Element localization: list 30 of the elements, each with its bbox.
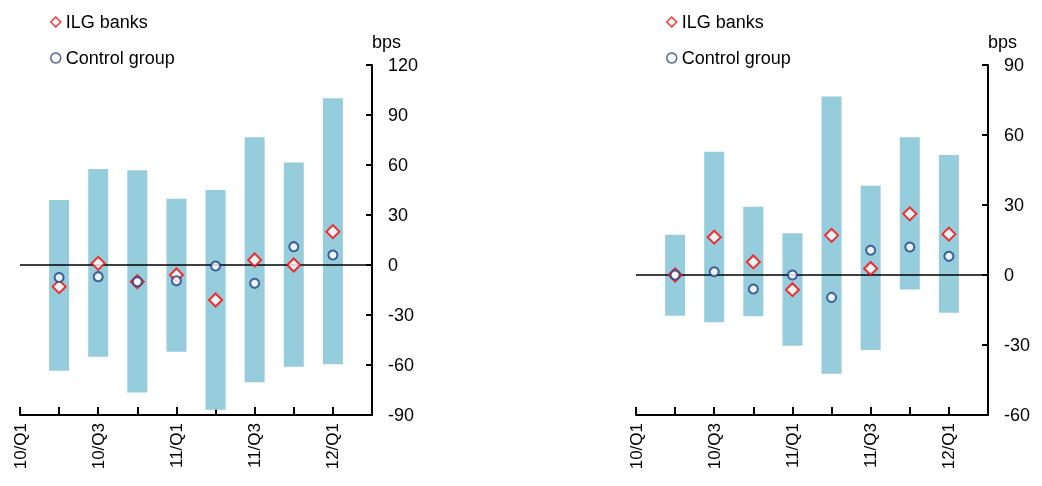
x-tick-label: 10/Q1 bbox=[10, 423, 30, 470]
x-tick-label: 12/Q1 bbox=[323, 423, 343, 470]
x-tick-label: 11/Q3 bbox=[245, 423, 265, 469]
y-tick-label: 60 bbox=[1004, 125, 1025, 145]
y-tick-label: 30 bbox=[388, 205, 409, 225]
x-tick-label: 11/Q1 bbox=[166, 423, 186, 469]
y-tick-label: -90 bbox=[388, 405, 415, 425]
x-tick-label: 12/Q1 bbox=[939, 423, 959, 470]
y-tick-label: -30 bbox=[1004, 335, 1031, 355]
y-tick-label: 90 bbox=[388, 105, 409, 125]
y-tick-label: 90 bbox=[1004, 55, 1025, 75]
y-tick-label: 60 bbox=[388, 155, 409, 175]
y-tick-label: 0 bbox=[1004, 265, 1015, 285]
y-tick-label: 120 bbox=[388, 55, 419, 75]
x-tick-label: 11/Q1 bbox=[782, 423, 802, 469]
x-tick-label: 11/Q3 bbox=[861, 423, 881, 469]
legend-label: Control group bbox=[65, 48, 175, 68]
y-tick-label: 0 bbox=[388, 255, 399, 275]
y-tick-label: -30 bbox=[388, 305, 415, 325]
legend-label: Control group bbox=[681, 48, 791, 68]
legend-label: ILG banks bbox=[681, 12, 764, 32]
y-tick-label: -60 bbox=[1004, 405, 1031, 425]
y-axis-title: bps bbox=[988, 32, 1018, 52]
x-tick-label: 10/Q1 bbox=[626, 423, 646, 470]
y-tick-label: 30 bbox=[1004, 195, 1025, 215]
y-axis-title: bps bbox=[372, 32, 402, 52]
x-tick-label: 10/Q3 bbox=[704, 423, 724, 470]
x-tick-label: 10/Q3 bbox=[88, 423, 108, 470]
legend-label: ILG banks bbox=[65, 12, 148, 32]
y-tick-label: -60 bbox=[388, 355, 415, 375]
